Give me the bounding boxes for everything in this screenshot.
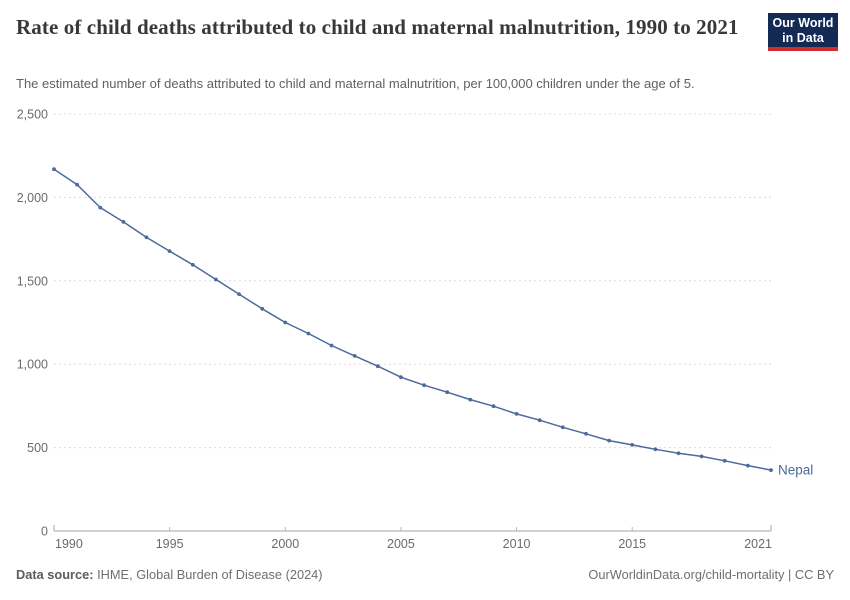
data-point[interactable] xyxy=(121,220,126,224)
y-axis-tick-label: 500 xyxy=(27,441,48,455)
x-axis-tick-label: 1990 xyxy=(55,537,83,551)
data-point[interactable] xyxy=(144,235,149,240)
data-point[interactable] xyxy=(514,412,519,416)
data-point[interactable] xyxy=(422,383,426,388)
data-point[interactable] xyxy=(190,262,195,267)
data-point[interactable] xyxy=(352,354,357,358)
data-point[interactable] xyxy=(98,205,103,210)
data-point[interactable] xyxy=(75,182,79,187)
x-axis-tick-label: 1995 xyxy=(156,537,184,551)
data-point[interactable] xyxy=(584,431,588,436)
data-point[interactable] xyxy=(167,249,172,254)
chart-subtitle: The estimated number of deaths attribute… xyxy=(16,76,695,91)
data-point[interactable] xyxy=(699,454,704,459)
data-source: Data source: IHME, Global Burden of Dise… xyxy=(16,567,323,582)
y-axis-tick-label: 2,500 xyxy=(17,108,48,122)
owid-logo[interactable]: Our World in Data xyxy=(768,13,838,51)
data-point[interactable] xyxy=(214,277,218,282)
x-axis-tick-label: 2021 xyxy=(744,537,772,551)
x-axis-tick-label: 2000 xyxy=(271,537,299,551)
y-axis-tick-label: 0 xyxy=(41,525,48,539)
data-point[interactable] xyxy=(653,447,658,452)
credit-link[interactable]: OurWorldinData.org/child-mortality | CC … xyxy=(588,567,834,582)
data-point[interactable] xyxy=(491,404,496,409)
data-point[interactable] xyxy=(769,468,773,472)
series-label-nepal[interactable]: Nepal xyxy=(778,463,813,478)
x-axis-tick-label: 2005 xyxy=(387,537,415,551)
y-axis-tick-label: 1,000 xyxy=(17,358,48,372)
data-point[interactable] xyxy=(445,390,450,395)
data-point[interactable] xyxy=(52,167,56,172)
data-point[interactable] xyxy=(746,463,750,468)
data-point[interactable] xyxy=(560,425,565,430)
owid-logo-line2: in Data xyxy=(782,31,824,45)
x-axis-tick-label: 2015 xyxy=(618,537,646,551)
data-point[interactable] xyxy=(237,292,241,296)
y-axis-tick-label: 1,500 xyxy=(17,274,48,288)
data-source-text: IHME, Global Burden of Disease (2024) xyxy=(93,567,323,582)
x-axis-tick-label: 2010 xyxy=(503,537,531,551)
data-point[interactable] xyxy=(537,418,542,423)
y-axis-tick-label: 2,000 xyxy=(17,191,48,205)
data-point[interactable] xyxy=(676,451,681,456)
data-point[interactable] xyxy=(283,320,288,325)
nepal-line-series[interactable] xyxy=(53,168,772,471)
data-point[interactable] xyxy=(329,343,334,348)
chart-title: Rate of child deaths attributed to child… xyxy=(16,15,739,39)
data-point[interactable] xyxy=(630,443,635,447)
data-point[interactable] xyxy=(399,375,403,380)
data-source-label: Data source: xyxy=(16,567,94,582)
data-point[interactable] xyxy=(722,458,727,463)
data-point[interactable] xyxy=(260,306,265,311)
data-point[interactable] xyxy=(607,438,611,443)
data-point[interactable] xyxy=(306,331,311,336)
data-point[interactable] xyxy=(468,397,473,402)
data-point[interactable] xyxy=(375,364,380,369)
chart-footer: Data source: IHME, Global Burden of Dise… xyxy=(16,567,834,582)
owid-logo-line1: Our World xyxy=(772,16,834,30)
